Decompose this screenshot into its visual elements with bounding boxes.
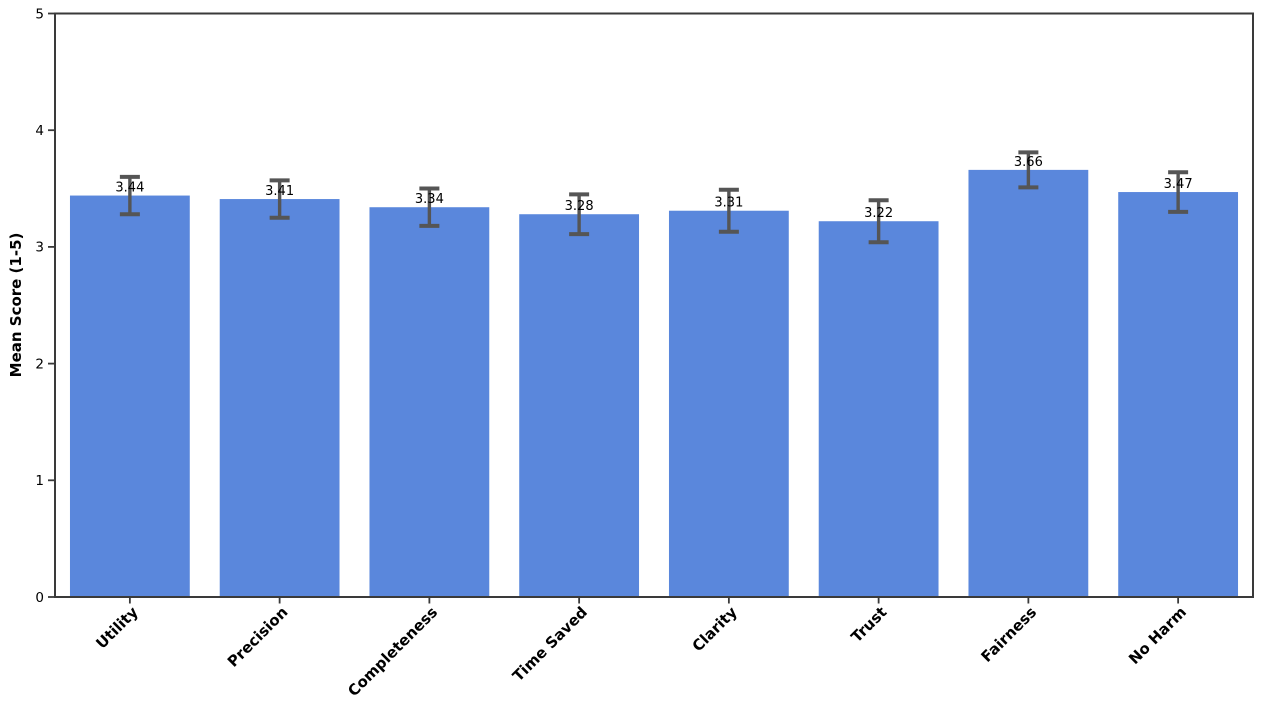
y-tick-label: 2 [35, 356, 44, 372]
annotations-layer: 3.44 3.41 3.34 3.28 3.31 3.22 3.66 3.47 [115, 150, 1193, 245]
x-tick-label: Utility [92, 603, 141, 652]
y-tick-label: 1 [35, 473, 44, 489]
y-axis-title: Mean Score (1-5) [7, 233, 25, 378]
x-tick-label: Fairness [977, 603, 1040, 666]
bar-value-label: 3.66 [1014, 155, 1043, 170]
bar-value-label: 3.28 [565, 199, 594, 214]
x-tick-label: Precision [224, 603, 292, 671]
y-tick-label: 5 [35, 6, 44, 22]
x-tick-label: Trust [847, 603, 890, 646]
bar [968, 169, 1089, 598]
bar-value-label: 3.41 [265, 184, 294, 199]
x-tick-label: No Harm [1125, 603, 1190, 668]
bar-value-label: 3.47 [1164, 177, 1193, 192]
y-tick-label: 4 [35, 123, 44, 139]
bar [219, 199, 340, 598]
x-tick-label: Clarity [689, 603, 741, 655]
bar-value-label: 3.34 [415, 192, 444, 207]
bar-value-label: 3.22 [864, 206, 893, 221]
x-tick-label: Completeness [344, 603, 441, 700]
plot-border [54, 12, 1254, 598]
bar-value-label: 3.44 [115, 181, 144, 196]
bar [1118, 192, 1239, 597]
y-tick-label: 0 [35, 590, 44, 606]
bar [668, 210, 789, 597]
bar [69, 195, 190, 597]
bar [519, 214, 640, 597]
y-tick-label: 3 [35, 240, 44, 256]
x-tick-label: Time Saved [509, 603, 591, 685]
bar [369, 207, 490, 598]
bar-value-label: 3.31 [714, 196, 743, 211]
bars-layer [69, 169, 1239, 598]
bar [818, 221, 939, 597]
